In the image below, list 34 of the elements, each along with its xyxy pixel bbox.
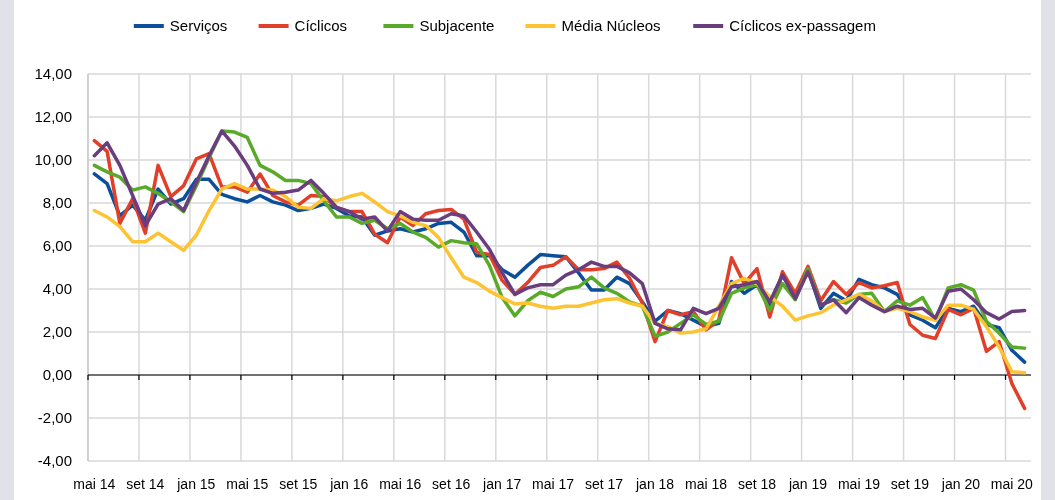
y-tick-label: 10,00 [34,151,72,169]
x-tick-label: mai 14 [73,476,116,492]
x-tick-label: mai 18 [685,476,728,492]
y-tick-label: 14,00 [34,65,72,83]
x-tick-label: mai 15 [226,476,269,492]
x-tick-label: jan 16 [329,476,369,492]
x-tick-label: jan 20 [940,476,981,492]
x-tick-label: mai 20 [990,476,1034,492]
y-tick-label: 6,00 [42,237,72,255]
y-tick-label: 12,00 [34,108,72,126]
x-tick-label: mai 17 [532,476,575,492]
x-tick-label: set 16 [432,476,471,492]
x-tick-label: jan 17 [482,476,522,492]
x-tick-label: mai 16 [379,476,422,492]
x-tick-label: set 14 [126,476,165,492]
y-tick-label: 8,00 [42,194,72,212]
x-tick-label: jan 18 [635,476,675,492]
y-tick-label: -2,00 [37,409,72,427]
y-tick-label: 0,00 [42,366,72,384]
x-tick-label: set 18 [737,476,777,492]
x-tick-label: set 19 [890,476,930,492]
y-tick-label: 2,00 [42,323,72,341]
legend-label: Cíclicos ex-passagem [729,17,876,35]
legend-label: Serviços [169,17,228,35]
legend-label: Subjacente [419,17,495,35]
y-tick-label: -4,00 [37,452,72,470]
x-tick-label: mai 19 [837,476,881,492]
x-tick-label: set 17 [585,476,624,492]
legend-label: Cíclicos [294,17,348,35]
x-tick-label: jan 15 [176,476,216,492]
y-tick-label: 4,00 [42,280,72,298]
x-tick-label: set 15 [279,476,318,492]
x-tick-label: jan 19 [787,476,828,492]
legend-label: Média Núcleos [561,17,661,35]
